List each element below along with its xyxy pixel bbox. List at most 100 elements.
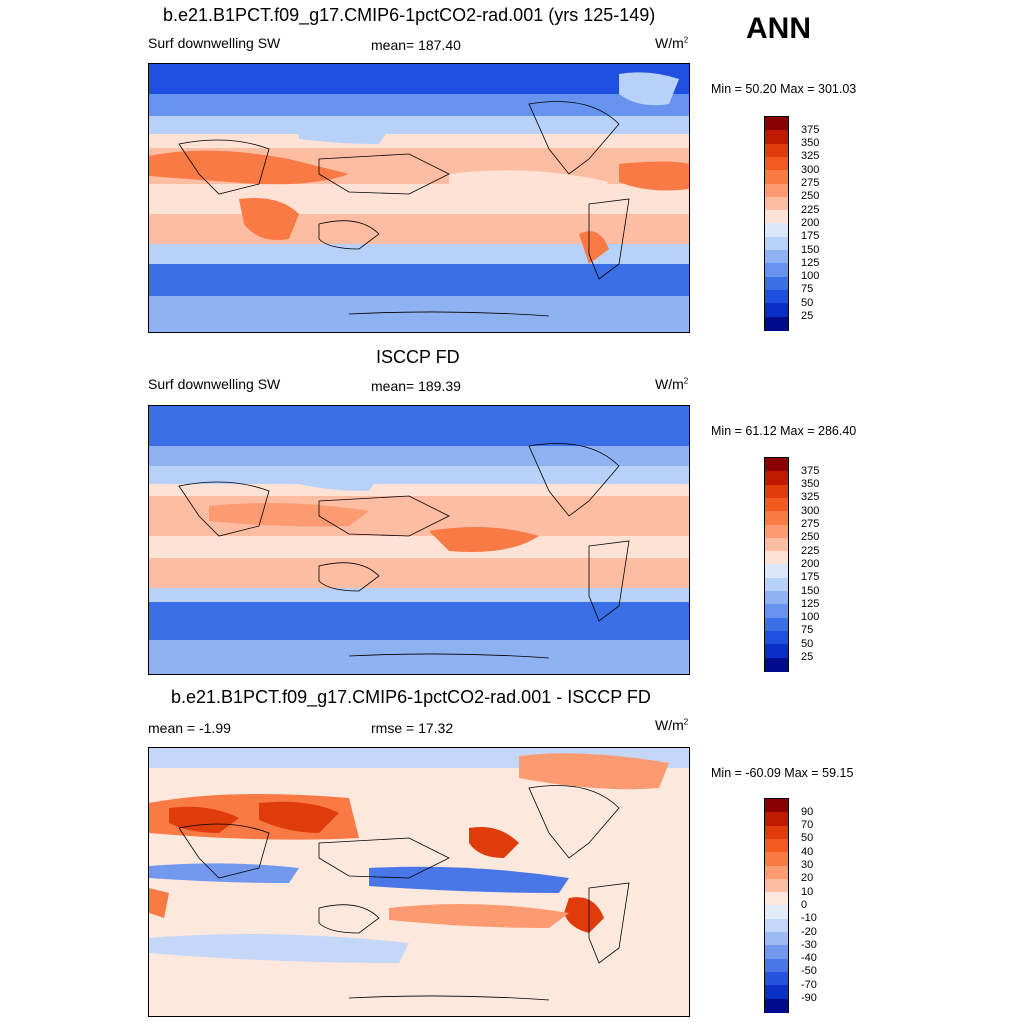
colorbar-swatch [765, 945, 788, 960]
colorbar-swatch [765, 564, 788, 579]
colorbar-tick-label: 150 [801, 584, 820, 597]
colorbar-tick-label: 275 [801, 177, 820, 189]
colorbar-tick-label: -70 [801, 978, 817, 991]
colorbar-swatch [765, 117, 788, 131]
colorbar-tick-label: 50 [801, 637, 814, 650]
colorbar-tick-label: -90 [801, 992, 817, 1004]
colorbar-swatch [765, 156, 788, 171]
colorbar-tick-label: 125 [801, 597, 820, 610]
colorbar-swatch [765, 170, 788, 185]
colorbar-tick-label: 275 [801, 518, 820, 530]
panel-1-map [148, 63, 690, 333]
colorbar-swatch [765, 932, 788, 946]
colorbar-tick-label: 225 [801, 203, 820, 216]
colorbar-tick-label: 350 [801, 137, 820, 150]
panel-2-minmax: Min = 61.12 Max = 286.40 [711, 424, 857, 438]
colorbar-tick-label: -20 [801, 925, 817, 938]
colorbar-tick-label: 100 [801, 270, 820, 283]
panel-3-rmse-label: rmse = 17.32 [371, 720, 454, 736]
colorbar-tick-label: 0 [801, 898, 808, 911]
colorbar-tick-label: 175 [801, 230, 820, 243]
colorbar-swatch [765, 524, 788, 539]
colorbar-swatch [765, 630, 788, 645]
colorbar-swatch [765, 971, 788, 986]
colorbar-tick-label: 175 [801, 571, 820, 584]
colorbar-swatch [765, 316, 788, 331]
colorbar-swatch [765, 130, 788, 145]
season-label: ANN [746, 12, 811, 45]
colorbar-swatch [765, 577, 788, 592]
colorbar-swatch [765, 471, 788, 486]
colorbar-swatch [765, 905, 788, 920]
colorbar-tick-label: 90 [801, 805, 814, 818]
colorbar-tick-label: 300 [801, 504, 820, 517]
colorbar-tick-label: -50 [801, 965, 817, 978]
colorbar-swatch [765, 303, 788, 318]
colorbar-swatch [765, 825, 788, 840]
panel-2-title: ISCCP FD [376, 347, 460, 367]
colorbar-swatch [765, 143, 788, 158]
colorbar-swatch [765, 878, 788, 893]
colorbar-swatch [765, 263, 788, 278]
panel-1-units: W/m2 [655, 35, 689, 51]
colorbar-swatch [765, 799, 788, 813]
colorbar-tick-label: 75 [801, 624, 814, 637]
colorbar-swatch [765, 838, 788, 853]
colorbar-swatch [765, 551, 788, 566]
colorbar-tick-label: 25 [801, 310, 814, 322]
panel-2-field-label: Surf downwelling SW [148, 376, 281, 392]
colorbar-swatch [765, 196, 788, 211]
colorbar-swatch [765, 276, 788, 291]
colorbar-tick-label: -30 [801, 938, 817, 951]
panel-2-mean-label: mean= 189.39 [371, 378, 461, 394]
panel-2-map [148, 405, 690, 675]
panel-3-units: W/m2 [655, 717, 689, 733]
colorbar-swatch [765, 998, 788, 1013]
colorbar-swatch [765, 852, 788, 867]
panel-3-map [148, 747, 690, 1017]
panel-3-title: b.e21.B1PCT.f09_g17.CMIP6-1pctCO2-rad.00… [171, 687, 651, 707]
colorbar-swatch [765, 497, 788, 512]
colorbar-swatch [765, 458, 788, 472]
colorbar-swatch [765, 918, 788, 933]
colorbar-tick-label: 325 [801, 150, 820, 163]
colorbar-tick-label: 50 [801, 296, 814, 309]
colorbar-swatch [765, 865, 788, 880]
panel-1-field-label: Surf downwelling SW [148, 35, 281, 51]
colorbar-tick-label: -40 [801, 952, 817, 965]
colorbar-tick-label: 125 [801, 256, 820, 269]
colorbar-swatch [765, 617, 788, 632]
colorbar-tick-label: 100 [801, 611, 820, 624]
colorbar-tick-label: 70 [801, 819, 814, 832]
colorbar-tick-label: 350 [801, 478, 820, 491]
panel-1-minmax: Min = 50.20 Max = 301.03 [711, 82, 857, 96]
panel-1-mean-label: mean= 187.40 [371, 37, 461, 53]
colorbar-tick-label: 375 [801, 464, 820, 477]
colorbar-swatch [765, 892, 788, 907]
colorbar-swatch [765, 511, 788, 526]
colorbar-tick-label: 225 [801, 544, 820, 557]
colorbar-tick-label: -10 [801, 912, 817, 925]
colorbar-swatch [765, 644, 788, 659]
panel-3-minmax: Min = -60.09 Max = 59.15 [711, 766, 854, 780]
colorbar-swatch [765, 484, 788, 499]
colorbar-tick-label: 250 [801, 531, 820, 544]
colorbar-swatch [765, 591, 788, 605]
colorbar-tick-label: 20 [801, 872, 814, 885]
panel-2-units: W/m2 [655, 376, 689, 392]
colorbar-tick-label: 250 [801, 190, 820, 203]
colorbar-swatch [765, 250, 788, 264]
colorbar-swatch [765, 210, 788, 225]
colorbar-swatch [765, 183, 788, 198]
colorbar-tick-label: 150 [801, 243, 820, 256]
colorbar-tick-label: 300 [801, 163, 820, 176]
colorbar-tick-label: 10 [801, 885, 814, 898]
colorbar-swatch [765, 958, 788, 973]
panel-1-title: b.e21.B1PCT.f09_g17.CMIP6-1pctCO2-rad.00… [163, 5, 656, 25]
colorbar-swatch [765, 289, 788, 304]
colorbar-swatch [765, 604, 788, 619]
colorbar-swatch [765, 812, 788, 827]
colorbar-tick-label: 40 [801, 845, 814, 858]
colorbar-tick-label: 325 [801, 491, 820, 504]
colorbar-swatch [765, 537, 788, 552]
